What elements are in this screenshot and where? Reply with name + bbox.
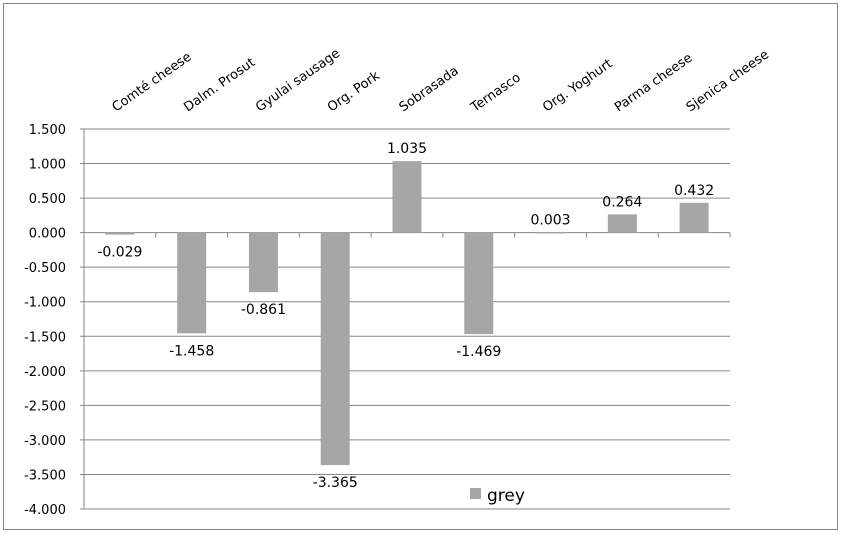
x-tick-label: Parma cheese	[612, 51, 695, 116]
x-tick-label: Comté cheese	[110, 50, 195, 116]
bar	[105, 232, 135, 235]
data-label: 1.035	[387, 141, 427, 157]
y-tick-label: -1.000	[24, 296, 66, 311]
data-label: -1.469	[456, 344, 501, 360]
bar	[177, 232, 207, 334]
bar	[320, 232, 350, 466]
data-label: -0.861	[241, 302, 286, 318]
bar	[607, 214, 637, 233]
bar	[392, 161, 422, 233]
y-tick-label: 1.500	[29, 123, 66, 138]
y-tick-label: 0.500	[29, 192, 66, 207]
x-tick-label: Sjenica cheese	[684, 47, 772, 115]
x-tick-label: Org. Yoghurt	[540, 56, 615, 115]
y-tick-label: -4.000	[24, 503, 66, 518]
bar	[464, 232, 494, 335]
legend-swatch	[470, 488, 481, 499]
bar	[679, 202, 709, 233]
data-label: -0.029	[97, 245, 142, 261]
y-tick-label: -2.500	[24, 399, 66, 414]
x-tick-label: Sobrasada	[397, 64, 462, 116]
bar	[536, 232, 566, 234]
data-label: -3.365	[313, 475, 358, 491]
y-tick-label: 1.000	[29, 158, 66, 173]
bar	[248, 232, 278, 293]
data-label: -1.458	[169, 343, 214, 359]
legend-label: grey	[487, 486, 525, 506]
x-tick-label: Dalm. Prosut	[181, 55, 258, 115]
data-label: 0.003	[531, 212, 571, 228]
data-label: 0.432	[674, 183, 714, 199]
y-tick-label: -2.000	[24, 365, 66, 380]
y-tick-label: -0.500	[24, 261, 66, 276]
y-tick-label: 0.000	[29, 227, 66, 242]
x-tick-label: Org. Pork	[325, 68, 383, 115]
y-tick-label: -1.500	[24, 330, 66, 345]
y-tick-label: -3.000	[24, 434, 66, 449]
chart-frame	[3, 3, 838, 530]
y-tick-label: -3.500	[24, 468, 66, 483]
x-tick-label: Ternasco	[468, 70, 524, 116]
data-label: 0.264	[602, 194, 642, 210]
